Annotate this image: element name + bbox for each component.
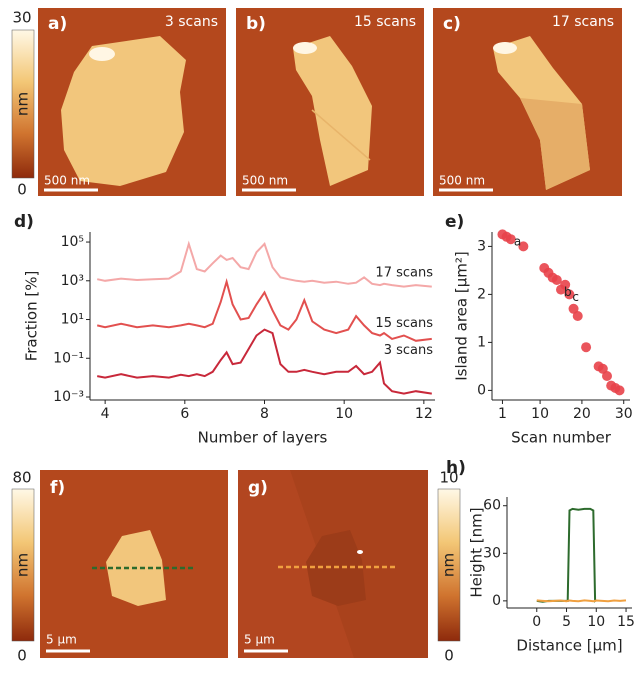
colorbar-min: 0 bbox=[17, 181, 27, 199]
scale-bar-label: 5 µm bbox=[244, 633, 275, 647]
colorbar-min: 0 bbox=[444, 647, 454, 665]
y-tick-label: 60 bbox=[483, 498, 501, 514]
series-line bbox=[97, 328, 432, 395]
x-tick-label: 4 bbox=[101, 406, 110, 422]
x-tick-label: 15 bbox=[617, 614, 635, 630]
x-tick-label: 5 bbox=[562, 614, 571, 630]
x-tick-label: 10 bbox=[335, 406, 353, 422]
scale-bar-label: 500 nm bbox=[242, 174, 288, 188]
x-axis-label: Number of layers bbox=[198, 429, 328, 447]
y-tick-label: 10³ bbox=[61, 273, 84, 289]
series-line bbox=[96, 277, 432, 342]
y-tick-label: 0 bbox=[492, 593, 501, 609]
flake-edge bbox=[520, 98, 590, 190]
flake-edge bbox=[293, 42, 317, 54]
x-tick-label: 1 bbox=[498, 406, 507, 422]
panel-label: g) bbox=[248, 478, 268, 498]
colorbar-scale bbox=[11, 29, 35, 179]
colorbar: 80 nm 0 bbox=[11, 469, 35, 665]
panel-label: c) bbox=[443, 14, 461, 34]
flake-edge bbox=[311, 109, 371, 161]
series-label: 3 scans bbox=[384, 343, 434, 358]
panel-label: b) bbox=[246, 14, 266, 34]
scatter-point bbox=[614, 385, 625, 396]
scatter-point bbox=[505, 234, 516, 245]
colorbar-max: 80 bbox=[12, 469, 31, 487]
colorbar-scale bbox=[437, 488, 461, 642]
x-axis-label: Scan number bbox=[511, 429, 612, 447]
scatter-point bbox=[560, 279, 571, 290]
afm-image: c) 17 scans 500 nm bbox=[433, 8, 622, 196]
y-axis-label: Island area [µm²] bbox=[453, 251, 471, 381]
series-label: 15 scans bbox=[375, 316, 433, 331]
x-tick-label: 8 bbox=[260, 406, 269, 422]
scatter-point bbox=[602, 371, 612, 381]
y-tick-label: 1 bbox=[477, 334, 486, 350]
colorbar-min: 0 bbox=[17, 647, 27, 665]
x-tick-label: 20 bbox=[573, 406, 591, 422]
y-tick-label: 0 bbox=[477, 382, 486, 398]
point-label: b bbox=[564, 285, 572, 299]
x-tick-label: 30 bbox=[615, 406, 633, 422]
y-tick-label: 3 bbox=[477, 238, 486, 254]
colorbar-unit: nm bbox=[440, 553, 458, 577]
series-line bbox=[536, 599, 627, 603]
x-tick-label: 12 bbox=[415, 406, 433, 422]
colorbar-max: 30 bbox=[12, 9, 31, 27]
y-tick-label: 10¹ bbox=[61, 312, 84, 328]
y-tick-label: 10⁵ bbox=[61, 234, 84, 250]
x-tick-label: 10 bbox=[531, 406, 549, 422]
y-tick-label: 2 bbox=[477, 286, 486, 302]
scatter-point bbox=[581, 342, 592, 353]
colorbar-scale bbox=[11, 488, 35, 642]
y-tick-label: 10⁻¹ bbox=[53, 350, 84, 366]
colorbar-unit: nm bbox=[14, 92, 32, 116]
particle bbox=[357, 550, 363, 554]
x-tick-label: 10 bbox=[587, 614, 605, 630]
panel-label: e) bbox=[445, 212, 464, 232]
x-tick-label: 0 bbox=[532, 614, 541, 630]
image-caption: 3 scans bbox=[165, 14, 218, 30]
scale-bar-label: 5 µm bbox=[46, 633, 77, 647]
image-caption: 17 scans bbox=[552, 14, 614, 30]
panel-label: h) bbox=[446, 458, 466, 478]
colorbar-unit: nm bbox=[14, 553, 32, 577]
scale-bar-label: 500 nm bbox=[439, 174, 485, 188]
panel-label: a) bbox=[48, 14, 67, 34]
flake bbox=[61, 36, 186, 186]
colorbar: 30 nm 0 bbox=[11, 9, 35, 199]
flake-edge bbox=[89, 47, 115, 61]
point-label: c bbox=[572, 290, 579, 304]
y-axis-label: Height [nm] bbox=[468, 507, 486, 597]
x-axis-label: Distance [µm] bbox=[516, 637, 622, 655]
afm-image: b) 15 scans 500 nm bbox=[236, 8, 424, 196]
point-label: a bbox=[514, 235, 521, 249]
y-axis-label: Fraction [%] bbox=[23, 271, 41, 362]
afm-image: g) 5 µm bbox=[238, 470, 428, 658]
scatter-point bbox=[564, 289, 575, 300]
image-caption: 15 scans bbox=[354, 14, 416, 30]
series-line bbox=[97, 240, 432, 288]
scale-bar-label: 500 nm bbox=[44, 174, 90, 188]
flake bbox=[293, 36, 372, 186]
panel-label: d) bbox=[14, 212, 34, 232]
y-tick-label: 30 bbox=[483, 545, 501, 561]
colorbar: 10 nm 0 bbox=[437, 469, 461, 665]
flake-edge bbox=[493, 42, 517, 54]
colorbar-max: 10 bbox=[439, 469, 458, 487]
afm-image: f) 5 µm bbox=[40, 470, 228, 658]
scatter-point bbox=[518, 241, 529, 252]
y-tick-label: 10⁻³ bbox=[53, 389, 84, 405]
scatter-point bbox=[572, 311, 583, 321]
scatter-point bbox=[551, 275, 562, 285]
afm-image: a) 3 scans 500 nm bbox=[38, 8, 226, 196]
panel-label: f) bbox=[50, 478, 65, 498]
series-label: 17 scans bbox=[375, 266, 433, 281]
series-line bbox=[536, 507, 597, 603]
x-tick-label: 6 bbox=[180, 406, 189, 422]
